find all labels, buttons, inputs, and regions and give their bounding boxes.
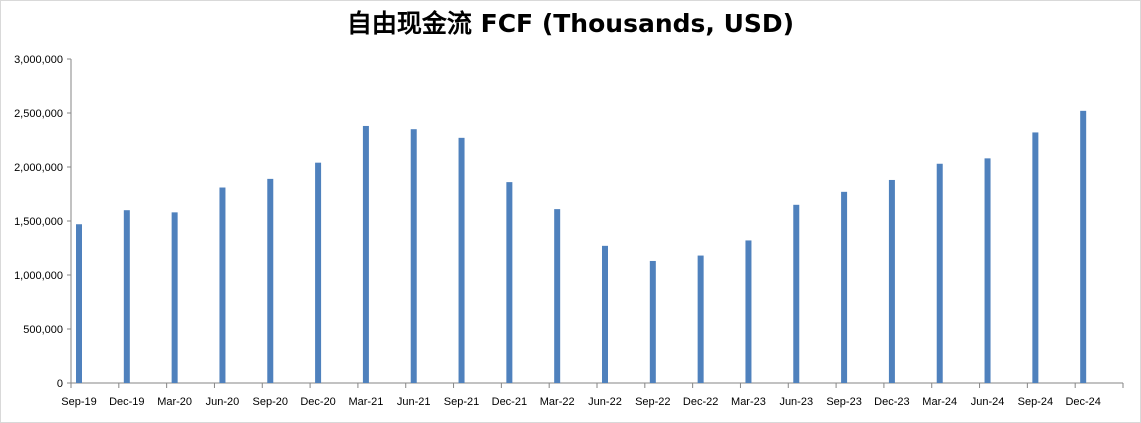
bar-dec-23 — [888, 179, 895, 383]
bar-sep-21 — [458, 137, 465, 383]
bar-sep-23 — [841, 191, 848, 383]
bar-mar-22 — [554, 209, 561, 383]
bar-sep-22 — [649, 260, 656, 383]
x-tick-label: Jun-21 — [397, 396, 431, 408]
bar-jun-22 — [602, 245, 608, 383]
x-tick-label: Jun-22 — [588, 396, 622, 408]
x-tick-label: Sep-24 — [1018, 396, 1053, 408]
x-tick-label: Sep-22 — [635, 396, 670, 408]
x-tick-label: Dec-22 — [683, 396, 718, 408]
y-tick-label: 3,000,000 — [14, 54, 63, 66]
bar-mar-23 — [745, 240, 752, 383]
y-tick-label: 1,500,000 — [14, 216, 63, 228]
x-tick-label: Mar-22 — [540, 396, 575, 408]
x-tick-label: Jun-24 — [971, 396, 1005, 408]
bar-jun-24 — [984, 158, 991, 383]
bar-dec-24 — [1080, 110, 1087, 383]
bar-sep-24 — [1032, 132, 1039, 383]
x-tick-label: Dec-19 — [109, 396, 144, 408]
y-tick-label: 2,500,000 — [14, 108, 63, 120]
x-axis: Sep-19 Dec-19 Mar-20 Jun-20 Sep-20 Dec-20 Mar-… — [61, 382, 1124, 408]
bar-dec-20 — [315, 162, 322, 383]
y-tick-label: 2,000,000 — [14, 162, 63, 174]
x-tick-label: Sep-19 — [61, 396, 96, 408]
y-tick-label: 500,000 — [23, 324, 63, 336]
bar-dec-22 — [697, 255, 704, 383]
bar-sep-20 — [267, 178, 274, 383]
bar-jun-21 — [410, 129, 417, 383]
x-tick-label: Dec-21 — [492, 396, 527, 408]
x-tick-label: Sep-20 — [253, 396, 288, 408]
bar-dec-21 — [506, 182, 513, 383]
x-tick-label: Mar-20 — [157, 396, 192, 408]
bar-jun-23 — [793, 204, 800, 383]
y-axis: 0 500,000 1,000,000 1,500,000 2,000,000 2,500… — [14, 54, 72, 390]
bar-mar-20 — [171, 212, 178, 383]
y-tick-label: 0 — [57, 378, 63, 390]
bars — [76, 110, 1087, 384]
bar-dec-19 — [123, 210, 130, 383]
bar-mar-24 — [936, 163, 943, 383]
x-tick-label: Sep-21 — [444, 396, 479, 408]
x-tick-label: Jun-20 — [206, 396, 240, 408]
chart-title: 自由现金流 FCF (Thousands, USD) — [346, 9, 795, 38]
x-tick-label: Mar-24 — [922, 396, 957, 408]
x-tick-label: Mar-21 — [348, 396, 383, 408]
bar-sep-19 — [76, 224, 82, 383]
y-tick-label: 1,000,000 — [14, 270, 63, 282]
x-tick-label: Dec-20 — [300, 396, 335, 408]
x-tick-label: Dec-24 — [1065, 396, 1100, 408]
x-tick-label: Dec-23 — [874, 396, 909, 408]
x-tick-label: Mar-23 — [731, 396, 766, 408]
bar-mar-21 — [362, 125, 369, 384]
x-tick-label: Sep-23 — [826, 396, 861, 408]
x-tick-label: Jun-23 — [779, 396, 813, 408]
bar-jun-20 — [219, 187, 226, 383]
